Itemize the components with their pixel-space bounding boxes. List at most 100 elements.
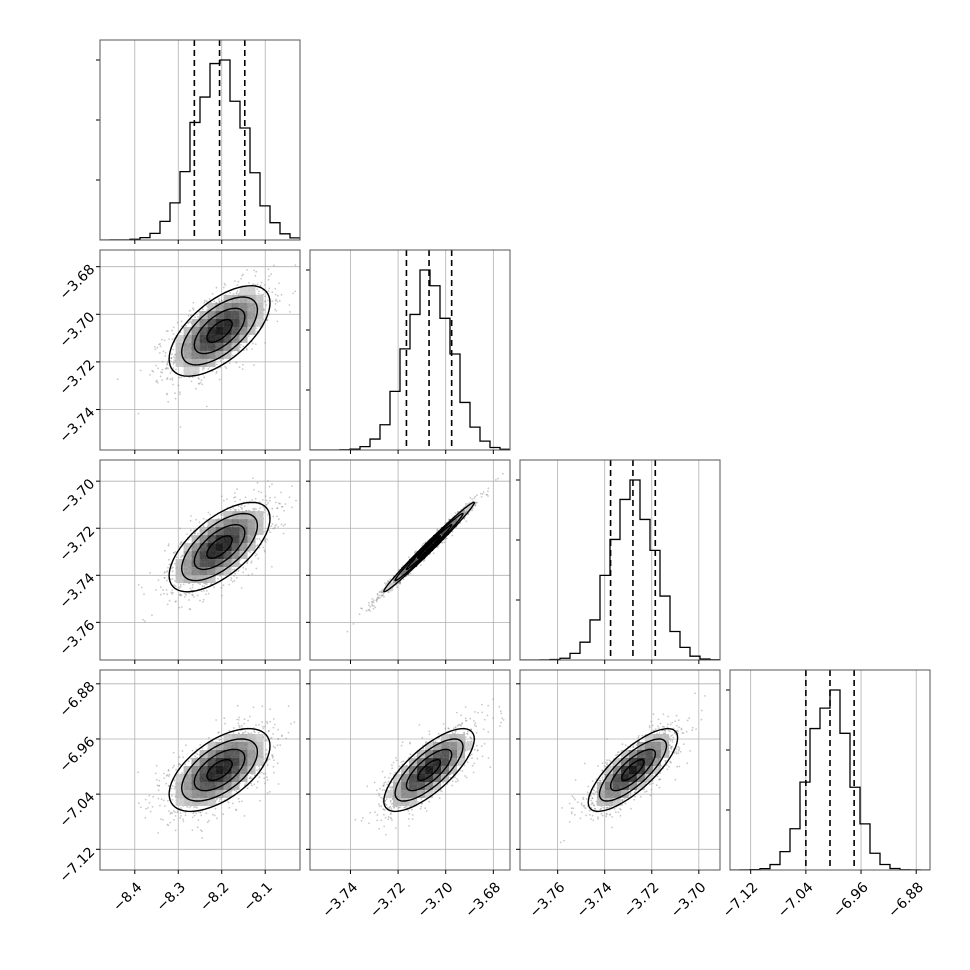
sample-point xyxy=(273,264,275,267)
sample-point xyxy=(242,571,245,574)
sample-point xyxy=(215,286,218,289)
sample-point xyxy=(140,586,143,589)
sample-point xyxy=(172,362,175,365)
sample-point xyxy=(361,607,363,610)
density-cell xyxy=(457,511,466,520)
sample-point xyxy=(169,821,172,824)
sample-point xyxy=(376,598,378,601)
sample-point xyxy=(165,589,168,591)
sample-point xyxy=(188,592,191,595)
sample-point xyxy=(371,603,373,606)
density-cell xyxy=(239,519,248,528)
sample-point xyxy=(262,293,265,296)
density-cell xyxy=(175,342,184,351)
sample-point xyxy=(274,293,277,296)
sample-point xyxy=(116,378,119,381)
sample-point xyxy=(242,273,245,276)
sample-point xyxy=(261,725,264,728)
sample-point xyxy=(179,527,182,530)
sample-point xyxy=(188,321,191,324)
sample-point xyxy=(266,764,269,766)
sample-point xyxy=(236,284,239,286)
sample-point xyxy=(481,493,484,495)
sample-point xyxy=(202,308,204,311)
sample-point xyxy=(378,597,380,600)
density-cell xyxy=(425,543,434,552)
sample-point xyxy=(282,532,285,535)
sample-point xyxy=(238,724,240,727)
sample-point xyxy=(220,513,223,516)
sample-point xyxy=(220,299,223,302)
sample-point xyxy=(387,591,390,594)
sample-point xyxy=(256,553,258,556)
panel-frame xyxy=(519,459,721,661)
sample-point xyxy=(218,378,221,381)
sample-point xyxy=(197,382,200,385)
sample-point xyxy=(497,477,499,480)
sample-point xyxy=(184,814,187,817)
contour-line xyxy=(206,318,233,344)
density-cell xyxy=(207,334,216,343)
sample-point xyxy=(228,362,231,364)
density-cell xyxy=(247,326,256,335)
sample-point xyxy=(183,596,186,598)
sample-point xyxy=(271,300,274,302)
sample-point xyxy=(185,594,188,596)
sample-point xyxy=(479,492,482,495)
sample-point xyxy=(476,501,478,504)
sample-point xyxy=(471,498,474,501)
sample-point xyxy=(233,574,236,577)
sample-point xyxy=(164,549,166,552)
sample-point xyxy=(172,326,175,329)
sample-point xyxy=(245,568,247,571)
sample-point xyxy=(198,317,200,319)
sample-point xyxy=(256,538,259,540)
sample-point xyxy=(415,550,417,553)
density-cell xyxy=(175,350,184,359)
sample-point xyxy=(268,790,271,793)
density-cell xyxy=(175,559,184,568)
sample-point xyxy=(257,557,260,560)
density-cell xyxy=(223,559,232,568)
density-cell xyxy=(223,551,232,560)
sample-point xyxy=(310,457,312,459)
sample-point xyxy=(170,567,173,570)
density-cell xyxy=(239,294,248,303)
sample-point xyxy=(451,530,454,533)
sample-point xyxy=(169,378,172,381)
sample-point xyxy=(277,518,280,521)
density-cell xyxy=(207,318,216,327)
density-cell xyxy=(247,527,256,536)
density-cell xyxy=(207,302,216,311)
sample-point xyxy=(387,580,390,583)
sample-point xyxy=(193,532,196,535)
sample-point xyxy=(175,556,178,559)
sample-point xyxy=(213,586,216,589)
sample-point xyxy=(179,543,182,545)
sample-point xyxy=(191,593,194,596)
sample-point xyxy=(386,580,389,582)
sample-point xyxy=(274,525,277,527)
sample-point xyxy=(161,368,164,371)
sample-point xyxy=(159,804,161,807)
sample-point xyxy=(192,307,194,310)
panel-content xyxy=(116,264,300,428)
sample-point xyxy=(271,507,274,510)
sample-point xyxy=(196,316,199,318)
density-cell xyxy=(183,543,192,552)
density-cell xyxy=(247,310,256,319)
sample-point xyxy=(288,304,291,306)
sample-point xyxy=(203,376,206,379)
sample-point xyxy=(437,545,439,548)
sample-point xyxy=(165,366,168,369)
density-cell xyxy=(223,535,232,544)
sample-point xyxy=(215,719,218,721)
sample-point xyxy=(151,614,153,617)
sample-point xyxy=(220,517,223,520)
density-cell xyxy=(231,294,240,303)
sample-point xyxy=(474,501,477,504)
sample-point xyxy=(277,294,279,297)
sample-point xyxy=(271,754,274,756)
density-cell xyxy=(231,318,240,327)
contour-line xyxy=(168,501,271,593)
